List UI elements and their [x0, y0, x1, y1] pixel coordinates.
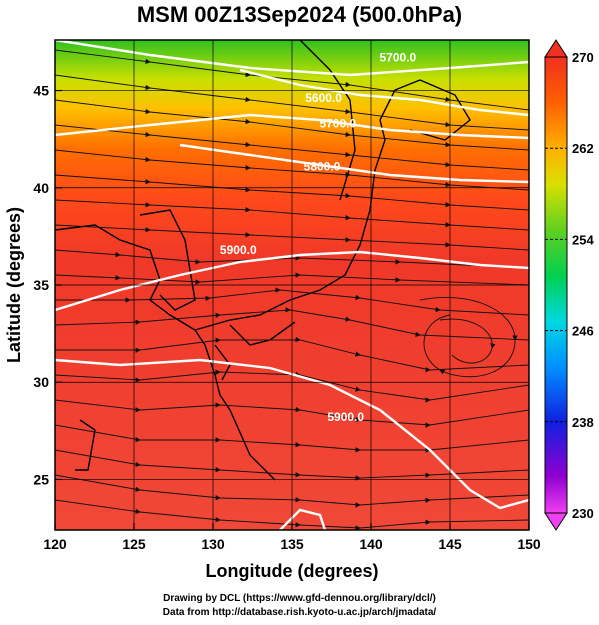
colorbar-tick-label: 238	[572, 415, 594, 430]
contour-label: 5700.0	[380, 50, 417, 64]
y-tick-label: 40	[33, 180, 49, 196]
y-tick-label: 35	[33, 277, 49, 293]
contour-labels: 5700.0 5600.0 5700.0 5800.0 5900.0 5900.0	[220, 50, 417, 424]
y-axis-label: Latitude (degrees)	[4, 207, 24, 363]
streamlines	[55, 49, 529, 530]
colorbar-tick-label: 230	[572, 506, 594, 521]
y-tick-label: 45	[33, 83, 49, 99]
credit-data: Data from http://database.rish.kyoto-u.a…	[162, 607, 437, 618]
x-tick-label: 125	[122, 536, 146, 552]
y-tick-label: 30	[33, 374, 49, 390]
x-tick-label: 130	[201, 536, 225, 552]
contour-label: 5900.0	[220, 243, 257, 257]
contour-label: 5600.0	[305, 91, 342, 105]
contour-label: 5900.0	[327, 410, 364, 424]
colorbar-tick-label: 262	[572, 141, 594, 156]
colorbar-tick-label: 246	[572, 324, 594, 339]
colorbar-tick-label: 254	[572, 232, 594, 247]
x-tick-label: 120	[43, 536, 67, 552]
map-title: MSM 00Z13Sep2024 (500.0hPa)	[136, 2, 463, 27]
contour-label: 5700.0	[319, 117, 356, 131]
gridlines	[54, 40, 530, 530]
x-axis-label: Longitude (degrees)	[205, 561, 378, 581]
x-tick-label: 150	[517, 536, 541, 552]
x-tick-label: 145	[438, 536, 462, 552]
x-tick-label: 135	[280, 536, 304, 552]
longitude-ticks: 120 125 130 135 140 145 150	[43, 523, 541, 552]
x-tick-label: 140	[359, 536, 383, 552]
colorbar: 270 262 254 246 238 230	[544, 39, 594, 531]
y-tick-label: 25	[33, 471, 49, 487]
colorbar-tick-label: 270	[572, 50, 594, 65]
contour-label: 5800.0	[304, 159, 341, 173]
latitude-ticks: 25 30 35 40 45	[33, 83, 62, 487]
credit-drawing: Drawing by DCL (https://www.gfd-dennou.o…	[163, 593, 436, 604]
